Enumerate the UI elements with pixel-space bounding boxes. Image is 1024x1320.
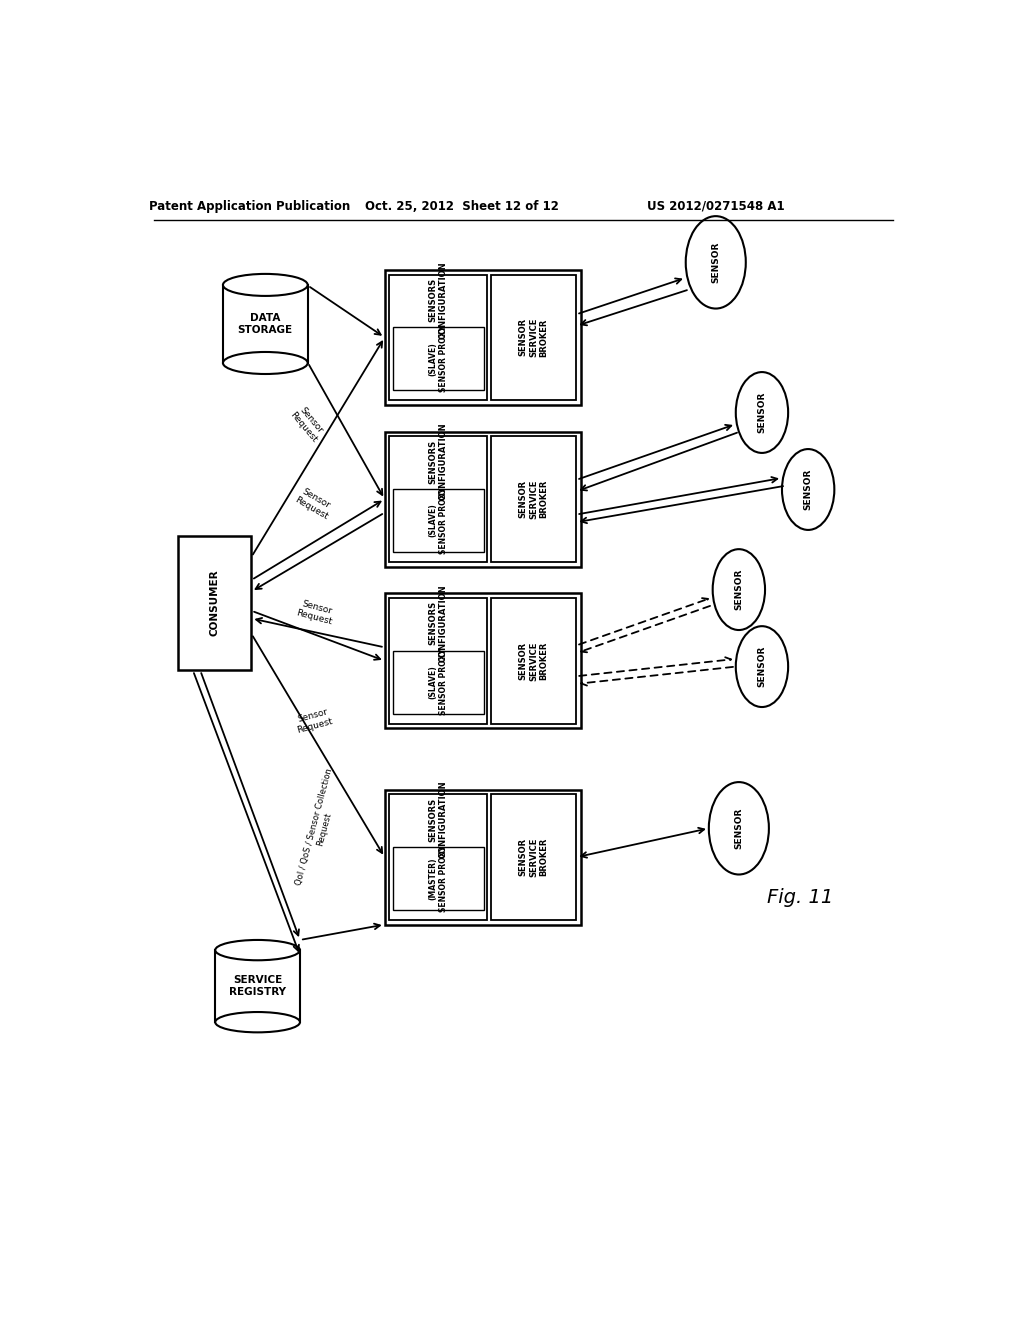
Bar <box>490 275 577 400</box>
Text: Fig. 11: Fig. 11 <box>767 888 834 907</box>
Text: SERVICE
REGISTRY: SERVICE REGISTRY <box>229 975 286 997</box>
Text: (SLAVE)
SENSOR PROXY: (SLAVE) SENSOR PROXY <box>429 649 449 715</box>
Text: SENSORS
CONFIGURATION: SENSORS CONFIGURATION <box>429 422 449 500</box>
Text: US 2012/0271548 A1: US 2012/0271548 A1 <box>647 199 784 213</box>
Text: SENSOR: SENSOR <box>734 569 743 610</box>
Ellipse shape <box>215 1012 300 1032</box>
Bar <box>389 437 487 562</box>
Ellipse shape <box>736 626 788 708</box>
Text: Oct. 25, 2012  Sheet 12 of 12: Oct. 25, 2012 Sheet 12 of 12 <box>365 199 559 213</box>
Text: SENSOR
SERVICE
BROKER: SENSOR SERVICE BROKER <box>518 479 549 519</box>
Bar <box>215 950 300 1022</box>
Bar <box>385 432 581 566</box>
Text: CONSUMER: CONSUMER <box>210 570 220 636</box>
Ellipse shape <box>709 781 769 874</box>
Text: (SLAVE)
SENSOR PROXY: (SLAVE) SENSOR PROXY <box>429 487 449 554</box>
Text: SENSOR: SENSOR <box>734 808 743 849</box>
Text: Sensor
Request: Sensor Request <box>293 486 335 521</box>
Text: Sensor
Request: Sensor Request <box>289 404 327 445</box>
Text: Patent Application Publication: Patent Application Publication <box>150 199 350 213</box>
Text: SENSOR: SENSOR <box>758 392 766 433</box>
Bar <box>389 598 487 723</box>
Text: Sensor
Request: Sensor Request <box>294 706 334 735</box>
Ellipse shape <box>782 449 835 529</box>
Ellipse shape <box>223 352 307 374</box>
Bar <box>393 847 483 909</box>
Text: SENSOR
SERVICE
BROKER: SENSOR SERVICE BROKER <box>518 837 549 876</box>
Bar <box>490 598 577 723</box>
Bar <box>393 651 483 714</box>
Bar <box>385 271 581 405</box>
Text: SENSORS
CONFIGURATION: SENSORS CONFIGURATION <box>429 585 449 663</box>
Bar <box>393 490 483 552</box>
Ellipse shape <box>223 275 307 296</box>
Bar <box>490 795 577 920</box>
Bar <box>178 536 252 671</box>
Text: SENSOR
SERVICE
BROKER: SENSOR SERVICE BROKER <box>518 318 549 358</box>
Text: SENSOR
SERVICE
BROKER: SENSOR SERVICE BROKER <box>518 642 549 681</box>
Bar <box>389 795 487 920</box>
Bar <box>385 789 581 924</box>
Text: SENSOR: SENSOR <box>804 469 813 511</box>
Bar <box>393 327 483 391</box>
Bar <box>385 594 581 729</box>
Text: SENSORS
CONFIGURATION: SENSORS CONFIGURATION <box>429 780 449 858</box>
Text: (MASTER)
SENSOR PROXY: (MASTER) SENSOR PROXY <box>429 845 449 912</box>
Ellipse shape <box>736 372 788 453</box>
Ellipse shape <box>686 216 745 309</box>
Ellipse shape <box>713 549 765 630</box>
Text: DATA
STORAGE: DATA STORAGE <box>238 313 293 335</box>
Text: SENSOR: SENSOR <box>712 242 720 282</box>
Text: Sensor
Request: Sensor Request <box>295 598 336 627</box>
Text: (SLAVE)
SENSOR PROXY: (SLAVE) SENSOR PROXY <box>429 326 449 392</box>
Text: QoI / QoS / Sensor Collection
Request: QoI / QoS / Sensor Collection Request <box>294 767 344 890</box>
Bar <box>389 275 487 400</box>
Ellipse shape <box>215 940 300 960</box>
Bar <box>490 437 577 562</box>
Text: SENSOR: SENSOR <box>758 645 766 688</box>
Bar <box>223 285 307 363</box>
Text: SENSORS
CONFIGURATION: SENSORS CONFIGURATION <box>429 261 449 339</box>
